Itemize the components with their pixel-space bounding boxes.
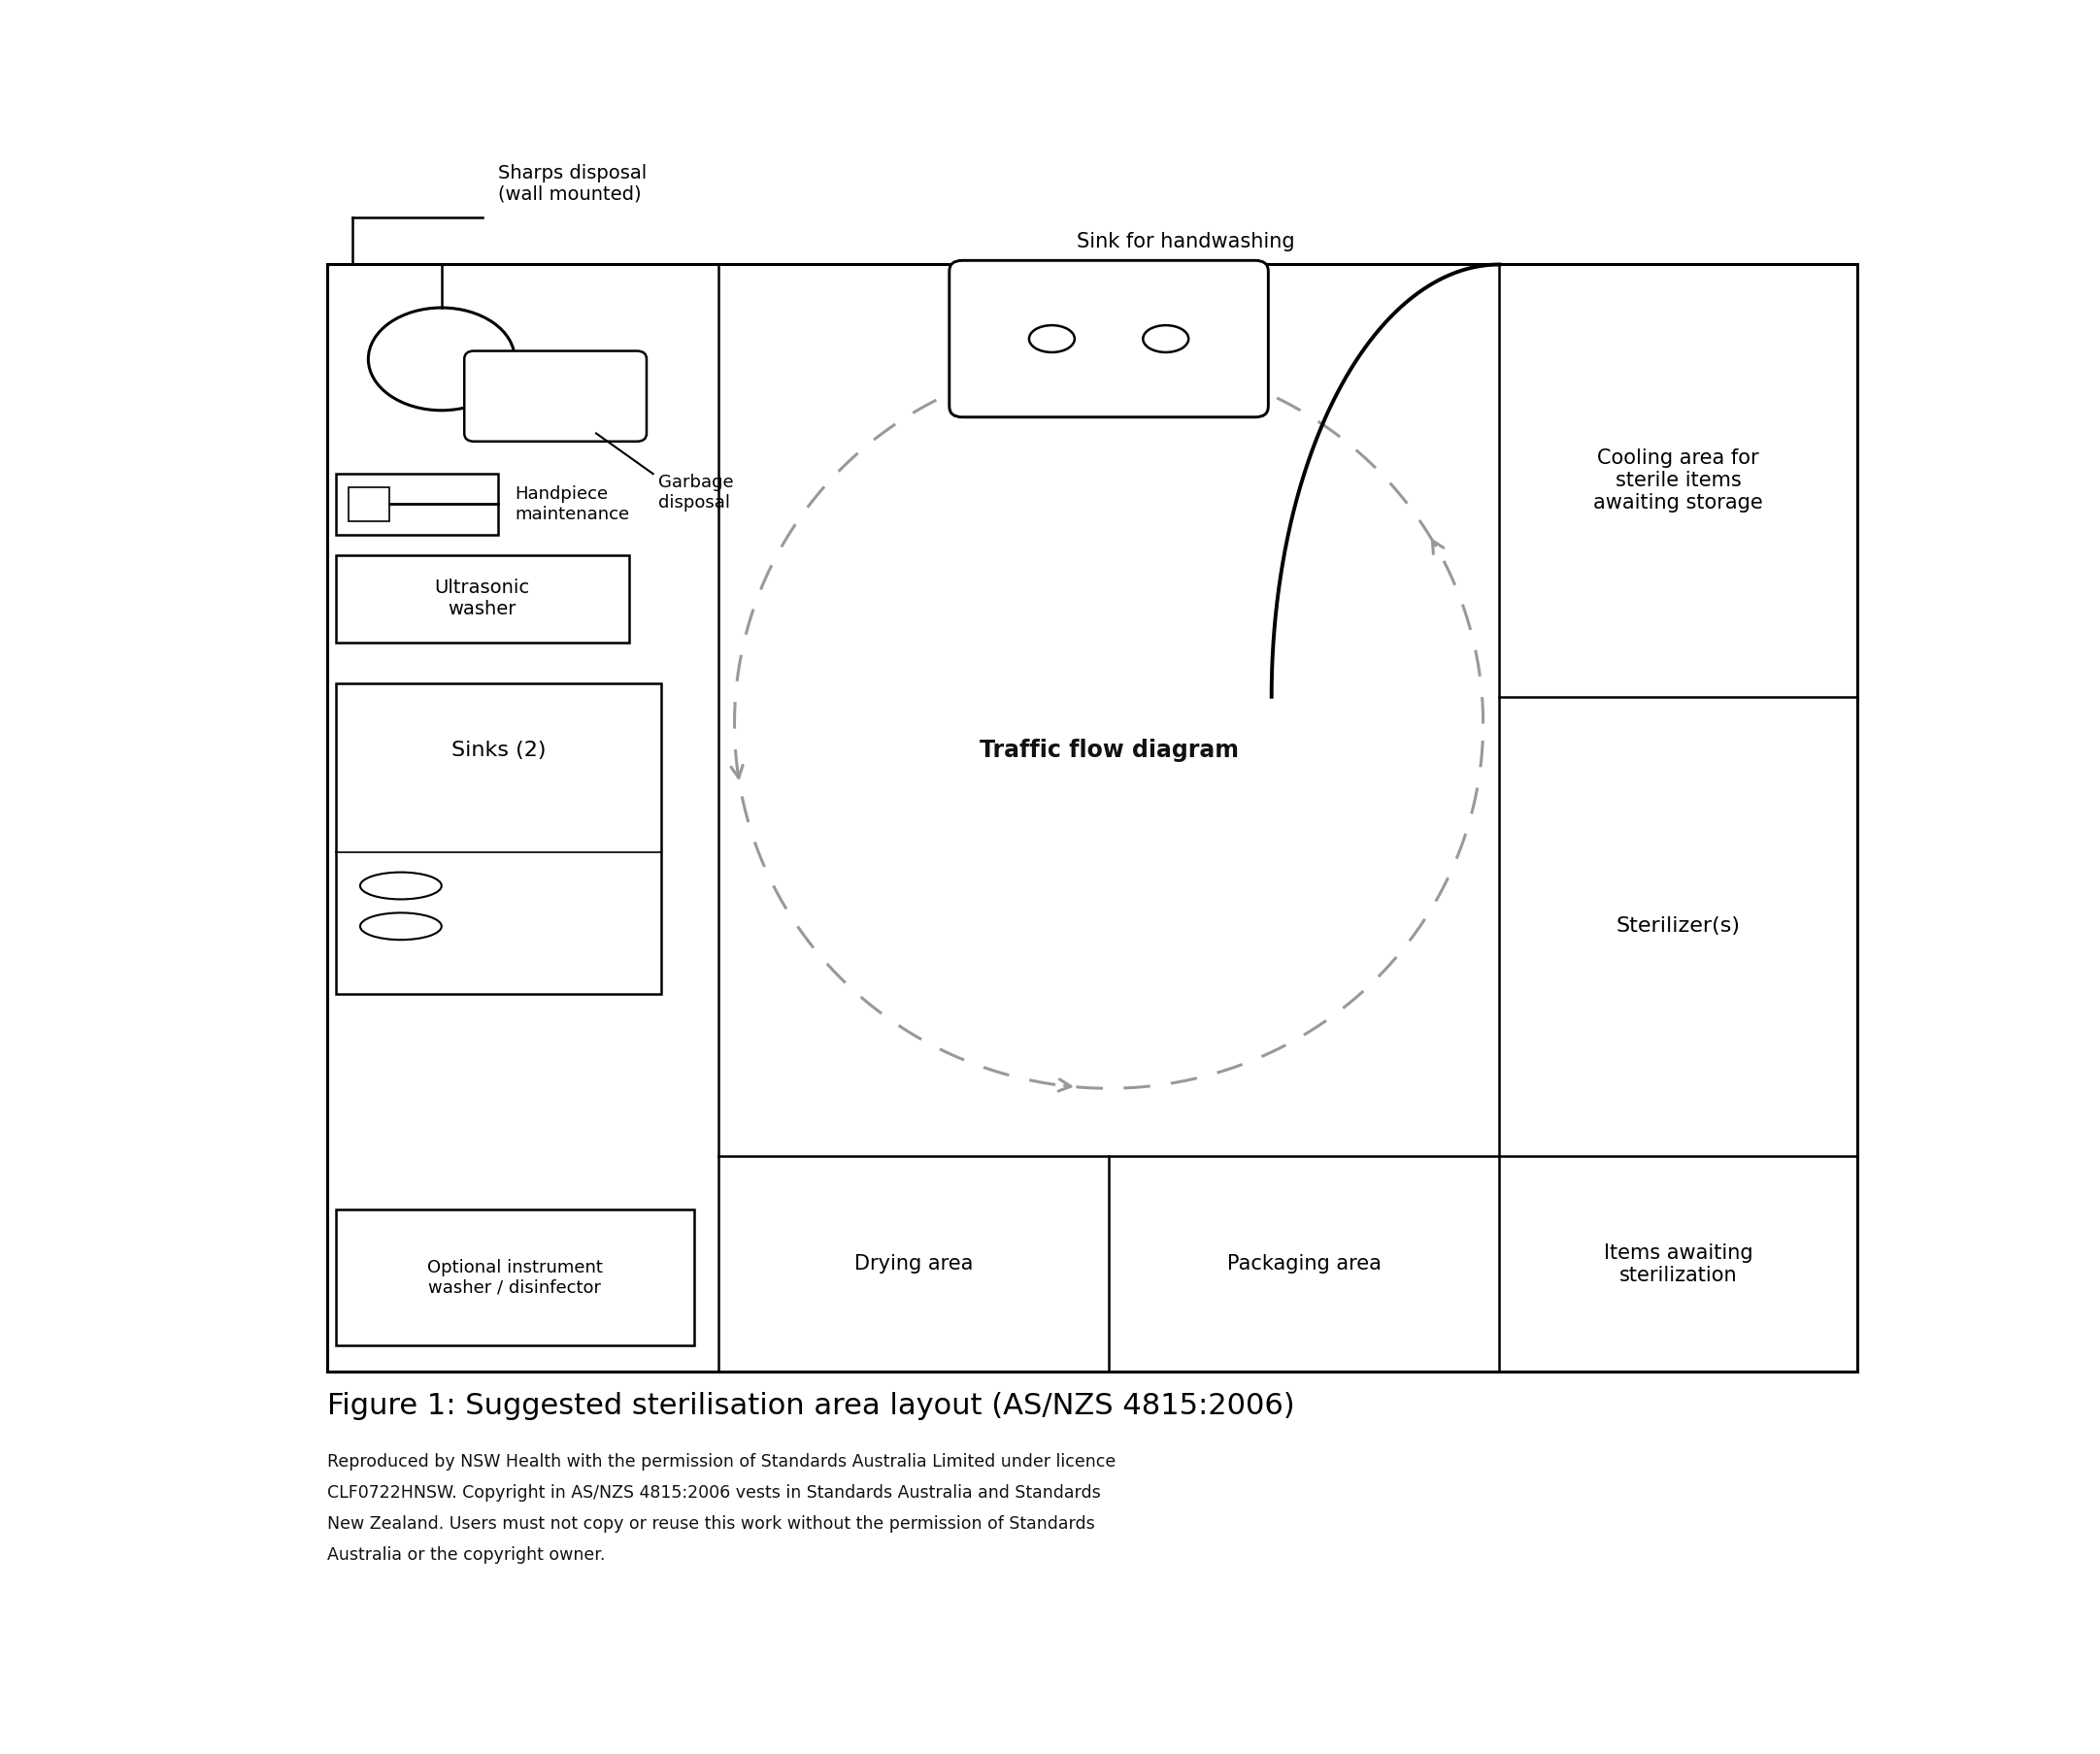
Ellipse shape xyxy=(361,872,441,900)
Bar xyxy=(336,682,662,995)
Text: Sinks (2): Sinks (2) xyxy=(452,740,546,761)
Text: Garbage
disposal: Garbage disposal xyxy=(657,474,733,512)
Bar xyxy=(336,1210,693,1345)
Text: Australia or the copyright owner.: Australia or the copyright owner. xyxy=(328,1547,605,1563)
Bar xyxy=(349,488,388,521)
Text: Optional instrument
washer / disinfector: Optional instrument washer / disinfector xyxy=(426,1259,603,1296)
Text: CLF0722HNSW. Copyright in AS/NZS 4815:2006 vests in Standards Australia and Stan: CLF0722HNSW. Copyright in AS/NZS 4815:20… xyxy=(328,1484,1100,1501)
Text: Cooling area for
sterile items
awaiting storage: Cooling area for sterile items awaiting … xyxy=(1594,449,1764,512)
Text: Reproduced by NSW Health with the permission of Standards Australia Limited unde: Reproduced by NSW Health with the permis… xyxy=(328,1452,1117,1470)
Text: Items awaiting
sterilization: Items awaiting sterilization xyxy=(1604,1244,1753,1286)
Text: Ultrasonic
washer: Ultrasonic washer xyxy=(435,579,529,619)
FancyBboxPatch shape xyxy=(464,351,647,442)
Ellipse shape xyxy=(1142,324,1189,353)
Bar xyxy=(336,554,628,642)
Text: Handpiece
maintenance: Handpiece maintenance xyxy=(514,486,630,523)
Text: Figure 1: Suggested sterilisation area layout (AS/NZS 4815:2006): Figure 1: Suggested sterilisation area l… xyxy=(328,1393,1296,1421)
Text: Traffic flow diagram: Traffic flow diagram xyxy=(979,738,1239,763)
Ellipse shape xyxy=(1029,324,1075,353)
Text: Drying area: Drying area xyxy=(855,1254,972,1273)
Text: Packaging area: Packaging area xyxy=(1226,1254,1382,1273)
Bar xyxy=(336,474,498,535)
Ellipse shape xyxy=(361,912,441,940)
Bar xyxy=(328,265,1856,1372)
Ellipse shape xyxy=(368,307,514,410)
Text: New Zealand. Users must not copy or reuse this work without the permission of St: New Zealand. Users must not copy or reus… xyxy=(328,1515,1096,1533)
FancyBboxPatch shape xyxy=(949,260,1268,417)
Text: Sink for handwashing: Sink for handwashing xyxy=(1075,232,1294,251)
Text: Sterilizer(s): Sterilizer(s) xyxy=(1617,917,1741,937)
Text: Sharps disposal
(wall mounted): Sharps disposal (wall mounted) xyxy=(498,163,647,203)
